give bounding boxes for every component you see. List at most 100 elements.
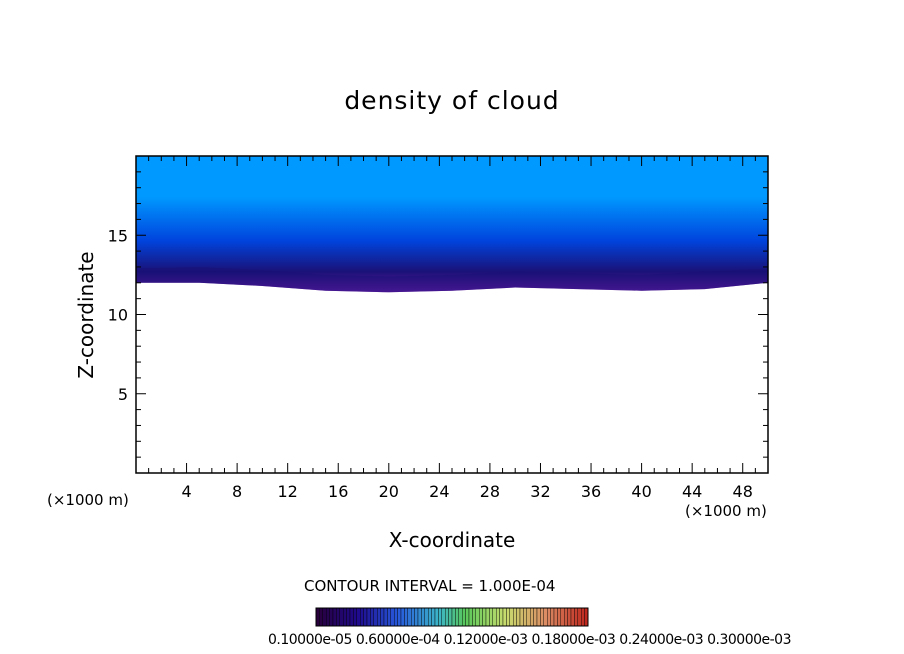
colorbar-swatch bbox=[479, 607, 483, 627]
colorbar-swatch bbox=[547, 607, 551, 627]
x-unit-label-right: (×1000 m) bbox=[685, 502, 767, 520]
colorbar-swatch bbox=[380, 607, 385, 627]
colorbar-swatch bbox=[574, 607, 579, 627]
x-tick-label: 40 bbox=[631, 482, 651, 501]
x-tick-label: 28 bbox=[480, 482, 500, 501]
colorbar-swatch bbox=[472, 607, 476, 627]
colorbar-swatch bbox=[332, 607, 337, 627]
colorbar-swatch bbox=[329, 607, 334, 627]
colorbar-swatch bbox=[516, 607, 521, 627]
colorbar-swatch bbox=[353, 607, 357, 627]
colorbar-swatch bbox=[322, 607, 327, 627]
x-tick-label: 36 bbox=[581, 482, 601, 501]
colorbar-swatch bbox=[533, 607, 538, 627]
colorbar-swatch bbox=[506, 607, 510, 627]
x-tick-label: 16 bbox=[328, 482, 348, 501]
y-tick-label: 15 bbox=[108, 226, 128, 245]
y-axis-label: Z-coordinate bbox=[74, 251, 98, 379]
colorbar-swatch bbox=[468, 607, 473, 627]
colorbar-swatch bbox=[550, 607, 555, 627]
x-tick-label: 48 bbox=[733, 482, 753, 501]
colorbar-swatch bbox=[428, 607, 432, 627]
colorbar-swatch bbox=[499, 607, 504, 627]
colorbar-swatch bbox=[557, 607, 562, 627]
colorbar-swatch bbox=[513, 607, 517, 627]
colorbar-swatch bbox=[451, 607, 456, 627]
colorbar-swatch bbox=[356, 607, 361, 627]
colorbar-swatch bbox=[475, 607, 480, 627]
colorbar-swatch bbox=[540, 607, 545, 627]
colorbar-swatch bbox=[523, 607, 528, 627]
colorbar-swatch bbox=[326, 607, 330, 627]
colorbar-swatch bbox=[458, 607, 463, 627]
colorbar-swatch bbox=[387, 607, 391, 627]
colorbar-frame bbox=[315, 607, 589, 627]
colorbar-swatch bbox=[346, 607, 351, 627]
colorbar-swatch bbox=[407, 607, 412, 627]
y-tick-label: 10 bbox=[108, 306, 128, 325]
colorbar-swatch bbox=[336, 607, 340, 627]
x-tick-label: 44 bbox=[682, 482, 702, 501]
colorbar-swatch bbox=[349, 607, 354, 627]
colorbar-swatch bbox=[343, 607, 347, 627]
colorbar-swatch bbox=[383, 607, 388, 627]
colorbar-swatch bbox=[564, 607, 568, 627]
colorbar-swatch bbox=[363, 607, 368, 627]
colorbar-swatch bbox=[397, 607, 402, 627]
colorbar-swatch bbox=[560, 607, 565, 627]
colorbar-swatch bbox=[581, 607, 585, 627]
colorbar-swatch bbox=[543, 607, 548, 627]
x-tick-label: 20 bbox=[379, 482, 399, 501]
colorbar-swatch bbox=[438, 607, 442, 627]
colorbar-swatch bbox=[315, 607, 320, 627]
colorbar-swatch bbox=[448, 607, 453, 627]
colorbar-swatch bbox=[485, 607, 490, 627]
x-tick-label: 12 bbox=[278, 482, 298, 501]
colorbar-swatch bbox=[445, 607, 449, 627]
colorbar-swatch bbox=[577, 607, 582, 627]
colorbar-swatch bbox=[441, 607, 446, 627]
x-tick-label: 32 bbox=[530, 482, 550, 501]
x-unit-label-left: (×1000 m) bbox=[47, 491, 129, 509]
chart-title: density of cloud bbox=[344, 86, 560, 115]
colorbar-swatch bbox=[462, 607, 466, 627]
colorbar-swatch bbox=[377, 607, 381, 627]
colorbar-swatch bbox=[370, 607, 374, 627]
colorbar-swatch bbox=[394, 607, 398, 627]
contour-interval-label: CONTOUR INTERVAL = 1.000E-04 bbox=[304, 577, 556, 595]
colorbar-swatch bbox=[526, 607, 531, 627]
x-axis-label: X-coordinate bbox=[388, 528, 516, 552]
colorbar-swatch bbox=[400, 607, 405, 627]
x-tick-label: 8 bbox=[232, 482, 242, 501]
colorbar-swatch bbox=[536, 607, 541, 627]
colorbar-swatch bbox=[502, 607, 507, 627]
colorbar-swatch bbox=[390, 607, 395, 627]
colorbar-swatch bbox=[434, 607, 439, 627]
colorbar-swatch bbox=[339, 607, 344, 627]
colorbar-swatch bbox=[431, 607, 436, 627]
colorbar-swatch bbox=[492, 607, 497, 627]
y-tick-label: 5 bbox=[118, 385, 128, 404]
colorbar-swatch bbox=[496, 607, 500, 627]
cloud-layer bbox=[136, 156, 768, 293]
cloud-dense-core bbox=[136, 266, 768, 293]
colorbar-swatch bbox=[366, 607, 371, 627]
colorbar-swatch bbox=[519, 607, 524, 627]
colorbar-swatch bbox=[360, 607, 364, 627]
colorbar-swatch bbox=[489, 607, 493, 627]
colorbar-swatch bbox=[417, 607, 422, 627]
colorbar-swatch bbox=[404, 607, 408, 627]
colorbar-swatch bbox=[373, 607, 378, 627]
x-tick-label: 24 bbox=[429, 482, 449, 501]
colorbar-swatch bbox=[465, 607, 470, 627]
colorbar-swatch bbox=[553, 607, 558, 627]
colorbar-swatch bbox=[421, 607, 425, 627]
colorbar-swatch bbox=[455, 607, 459, 627]
colorbar-swatch bbox=[530, 607, 534, 627]
colorbar-swatch bbox=[482, 607, 487, 627]
colorbar-swatch bbox=[567, 607, 572, 627]
colorbar-swatch bbox=[509, 607, 514, 627]
colorbar-swatch bbox=[411, 607, 415, 627]
colorbar-swatch bbox=[584, 607, 589, 627]
